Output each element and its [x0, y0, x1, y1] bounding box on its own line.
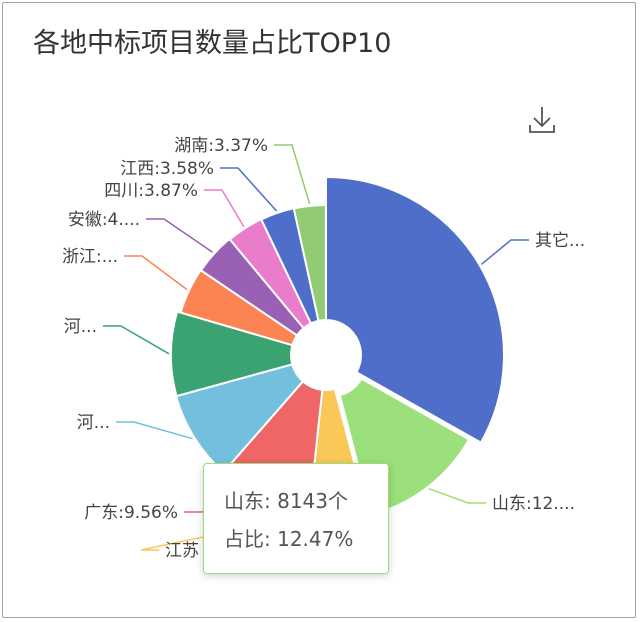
- leader-line-10: [274, 144, 311, 205]
- slice-label-2: 江苏: [165, 541, 199, 561]
- slice-label-9: 江西:3.58%: [120, 159, 214, 179]
- leader-line-1: [428, 487, 486, 504]
- leader-line-0: [481, 239, 529, 265]
- leader-line-8: [204, 189, 245, 227]
- leader-line-5: [103, 325, 170, 355]
- tooltip-value: 山东: 8143个: [224, 489, 348, 513]
- tooltip-percent: 占比: 12.47%: [224, 527, 354, 551]
- slice-label-0: 其它...: [535, 231, 585, 251]
- leader-line-6: [124, 255, 188, 291]
- tooltip: 山东: 8143个 占比: 12.47%: [203, 463, 389, 574]
- leader-line-7: [146, 218, 214, 253]
- slice-label-8: 四川:3.87%: [104, 181, 198, 201]
- download-icon[interactable]: [525, 103, 559, 137]
- slice-label-6: 浙江:...: [62, 247, 118, 267]
- pie-center-hole: [291, 320, 361, 390]
- chart-title: 各地中标项目数量占比TOP10: [33, 28, 392, 59]
- leader-line-9: [220, 167, 278, 212]
- slice-label-5: 河...: [64, 317, 97, 337]
- slice-label-4: 河...: [77, 413, 110, 433]
- slice-label-7: 安徽:4....: [68, 210, 140, 230]
- slice-label-1: 山东:12....: [492, 494, 575, 514]
- leader-line-4: [116, 421, 193, 440]
- slice-label-3: 广东:9.56%: [84, 503, 178, 523]
- slice-label-10: 湖南:3.37%: [174, 136, 268, 156]
